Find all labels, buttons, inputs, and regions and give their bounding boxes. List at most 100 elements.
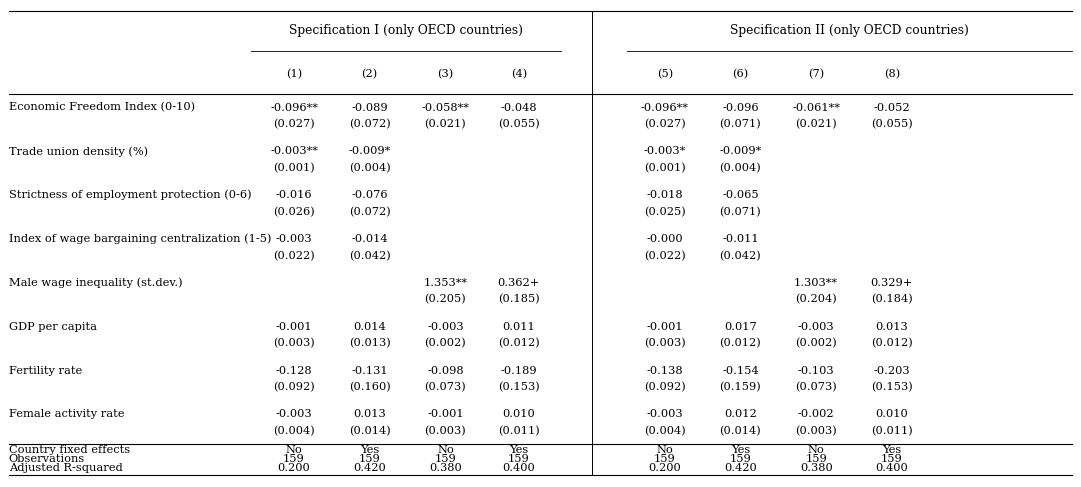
Text: (0.025): (0.025) [644, 206, 685, 217]
Text: (5): (5) [656, 69, 673, 79]
Text: (0.013): (0.013) [349, 338, 390, 349]
Text: -0.014: -0.014 [351, 234, 388, 244]
Text: -0.048: -0.048 [501, 103, 537, 112]
Text: 0.380: 0.380 [800, 463, 832, 473]
Text: (6): (6) [732, 69, 749, 79]
Text: -0.103: -0.103 [798, 366, 835, 375]
Text: -0.189: -0.189 [501, 366, 537, 375]
Text: Male wage inequality (st.dev.): Male wage inequality (st.dev.) [9, 278, 183, 288]
Text: 0.013: 0.013 [353, 410, 386, 419]
Text: 0.010: 0.010 [503, 410, 535, 419]
Text: 0.012: 0.012 [724, 410, 757, 419]
Text: 0.200: 0.200 [278, 463, 310, 473]
Text: Yes: Yes [731, 445, 750, 455]
Text: (0.185): (0.185) [498, 294, 539, 305]
Text: Economic Freedom Index (0-10): Economic Freedom Index (0-10) [9, 102, 195, 112]
Text: 0.014: 0.014 [353, 322, 386, 332]
Text: -0.128: -0.128 [276, 366, 312, 375]
Text: 0.200: 0.200 [649, 463, 681, 473]
Text: (1): (1) [285, 69, 303, 79]
Text: -0.018: -0.018 [646, 190, 683, 200]
Text: Trade union density (%): Trade union density (%) [9, 146, 148, 157]
Text: (0.012): (0.012) [498, 338, 539, 349]
Text: 159: 159 [654, 454, 676, 464]
Text: -0.076: -0.076 [351, 190, 388, 200]
Text: 0.010: 0.010 [876, 410, 908, 419]
Text: (0.003): (0.003) [273, 338, 315, 349]
Text: -0.003: -0.003 [427, 322, 464, 332]
Text: (0.014): (0.014) [349, 426, 390, 436]
Text: -0.003**: -0.003** [270, 147, 318, 156]
Text: (0.021): (0.021) [425, 119, 466, 130]
Text: No: No [437, 445, 454, 455]
Text: (0.022): (0.022) [644, 250, 685, 261]
Text: 0.013: 0.013 [876, 322, 908, 332]
Text: 0.329+: 0.329+ [870, 278, 913, 288]
Text: -0.138: -0.138 [646, 366, 683, 375]
Text: 159: 159 [359, 454, 381, 464]
Text: -0.003: -0.003 [276, 410, 312, 419]
Text: (4): (4) [510, 69, 528, 79]
Text: -0.065: -0.065 [722, 190, 759, 200]
Text: (7): (7) [808, 69, 825, 79]
Text: (0.072): (0.072) [349, 119, 390, 130]
Text: (0.073): (0.073) [796, 382, 837, 393]
Text: (0.001): (0.001) [644, 163, 685, 173]
Text: No: No [285, 445, 303, 455]
Text: (0.072): (0.072) [349, 206, 390, 217]
Text: 0.380: 0.380 [429, 463, 462, 473]
Text: Specification I (only OECD countries): Specification I (only OECD countries) [289, 24, 523, 37]
Text: (0.184): (0.184) [871, 294, 912, 305]
Text: -0.009*: -0.009* [719, 147, 762, 156]
Text: -0.096**: -0.096** [641, 103, 689, 112]
Text: -0.016: -0.016 [276, 190, 312, 200]
Text: -0.001: -0.001 [276, 322, 312, 332]
Text: (0.004): (0.004) [273, 426, 315, 436]
Text: 0.400: 0.400 [503, 463, 535, 473]
Text: Country fixed effects: Country fixed effects [9, 445, 130, 455]
Text: 1.303**: 1.303** [795, 278, 838, 288]
Text: (0.055): (0.055) [498, 119, 539, 130]
Text: 0.420: 0.420 [724, 463, 757, 473]
Text: (0.042): (0.042) [720, 250, 761, 261]
Text: -0.052: -0.052 [873, 103, 910, 112]
Text: 0.400: 0.400 [876, 463, 908, 473]
Text: (0.071): (0.071) [720, 119, 761, 130]
Text: -0.001: -0.001 [427, 410, 464, 419]
Text: (0.205): (0.205) [425, 294, 466, 305]
Text: (0.021): (0.021) [796, 119, 837, 130]
Text: -0.058**: -0.058** [422, 103, 469, 112]
Text: 0.011: 0.011 [503, 322, 535, 332]
Text: -0.096**: -0.096** [270, 103, 318, 112]
Text: (0.092): (0.092) [644, 382, 685, 393]
Text: (0.003): (0.003) [425, 426, 466, 436]
Text: (0.022): (0.022) [273, 250, 315, 261]
Text: (0.003): (0.003) [796, 426, 837, 436]
Text: -0.009*: -0.009* [348, 147, 391, 156]
Text: (0.073): (0.073) [425, 382, 466, 393]
Text: GDP per capita: GDP per capita [9, 322, 96, 332]
Text: -0.001: -0.001 [646, 322, 683, 332]
Text: Index of wage bargaining centralization (1-5): Index of wage bargaining centralization … [9, 234, 271, 244]
Text: (0.011): (0.011) [871, 426, 912, 436]
Text: -0.096: -0.096 [722, 103, 759, 112]
Text: 0.420: 0.420 [353, 463, 386, 473]
Text: (0.011): (0.011) [498, 426, 539, 436]
Text: (2): (2) [361, 69, 378, 79]
Text: -0.131: -0.131 [351, 366, 388, 375]
Text: 159: 159 [881, 454, 903, 464]
Text: -0.003: -0.003 [798, 322, 835, 332]
Text: (0.027): (0.027) [644, 119, 685, 130]
Text: -0.002: -0.002 [798, 410, 835, 419]
Text: -0.011: -0.011 [722, 234, 759, 244]
Text: (0.092): (0.092) [273, 382, 315, 393]
Text: (3): (3) [437, 69, 454, 79]
Text: No: No [808, 445, 825, 455]
Text: 159: 159 [508, 454, 530, 464]
Text: (0.003): (0.003) [644, 338, 685, 349]
Text: (0.071): (0.071) [720, 206, 761, 217]
Text: (0.204): (0.204) [796, 294, 837, 305]
Text: (0.014): (0.014) [720, 426, 761, 436]
Text: Adjusted R-squared: Adjusted R-squared [9, 463, 122, 473]
Text: (0.042): (0.042) [349, 250, 390, 261]
